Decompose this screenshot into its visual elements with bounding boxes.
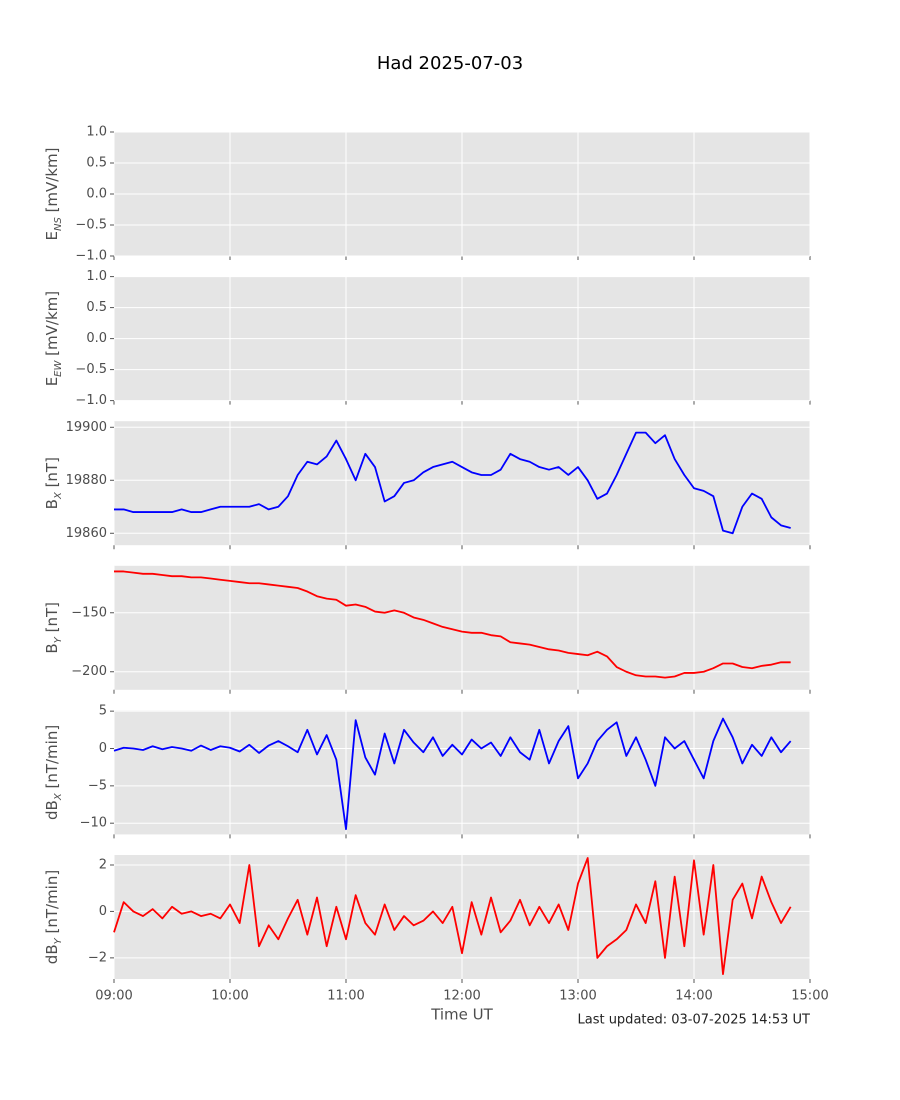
y-tick-label: 0 <box>99 741 107 756</box>
y-axis-label-part: NS <box>53 217 64 231</box>
y-axis-label-part: E <box>43 377 61 386</box>
y-axis-label-part: Y <box>53 937 64 944</box>
y-axis-label-part: [nT/min] <box>43 870 61 938</box>
y-axis-label-part: E <box>43 231 61 240</box>
x-tick-label: 14:00 <box>675 989 712 1004</box>
y-axis-label-part: X <box>53 792 64 801</box>
y-tick-label: 19860 <box>66 526 107 541</box>
y-axis-label-part: dB <box>43 800 61 820</box>
y-axis-label: BX [nT] <box>43 457 64 509</box>
y-tick-label: 0 <box>99 904 107 919</box>
y-axis-label-part: [nT] <box>43 457 61 492</box>
y-tick-label: −10 <box>80 816 107 831</box>
y-tick-label: 1.0 <box>86 125 107 140</box>
footnote: Last updated: 03-07-2025 14:53 UT <box>577 1013 810 1028</box>
y-tick-label: 0.5 <box>86 156 107 171</box>
y-axis-label-part: EW <box>53 360 64 377</box>
y-tick-label: −0.5 <box>75 362 107 377</box>
y-tick-label: 0.0 <box>86 331 107 346</box>
y-tick-label: 2 <box>99 857 107 872</box>
y-tick-label: 0.0 <box>86 187 107 202</box>
data-line <box>114 570 791 679</box>
y-axis-label: BY [nT] <box>43 602 64 654</box>
y-axis-label-part: [mV/km] <box>43 291 61 361</box>
y-axis-label-part: B <box>43 499 61 509</box>
y-axis-label-part: dB <box>43 944 61 964</box>
y-axis-label: dBX [nT/min] <box>43 725 64 820</box>
data-line <box>113 857 792 976</box>
y-tick-label: 19900 <box>66 420 107 435</box>
y-axis-label-part: [mV/km] <box>43 147 61 217</box>
x-tick-label: 13:00 <box>559 989 596 1004</box>
y-axis-label-part: X <box>53 491 64 500</box>
y-tick-label: 19880 <box>66 473 107 488</box>
x-tick-label: 15:00 <box>791 989 828 1004</box>
y-tick-label: −0.5 <box>75 218 107 233</box>
y-tick-label: 0.5 <box>86 300 107 315</box>
y-tick-label: −200 <box>71 664 107 679</box>
y-axis-label: ENS [mV/km] <box>43 147 64 240</box>
y-tick-label: −2 <box>88 950 107 965</box>
y-axis-label-part: B <box>43 643 61 653</box>
y-tick-label: 5 <box>99 704 107 719</box>
y-axis-label-part: [nT] <box>43 602 61 637</box>
x-tick-label: 11:00 <box>327 989 364 1004</box>
y-tick-label: 1.0 <box>86 269 107 284</box>
data-line <box>114 431 791 535</box>
y-axis-label: EEW [mV/km] <box>43 291 64 386</box>
y-axis-label-part: Y <box>53 636 64 643</box>
y-tick-label: −5 <box>88 778 107 793</box>
x-tick-label: 09:00 <box>95 989 132 1004</box>
y-tick-label: −1.0 <box>75 393 107 408</box>
data-line <box>113 717 792 831</box>
x-tick-label: 10:00 <box>211 989 248 1004</box>
y-tick-label: −1.0 <box>75 249 107 264</box>
figure-title: Had 2025-07-03 <box>377 53 523 74</box>
x-tick-label: 12:00 <box>443 989 480 1004</box>
y-axis-label: dBY [nT/min] <box>43 870 64 964</box>
y-axis-label-part: [nT/min] <box>43 725 61 793</box>
y-tick-label: −150 <box>71 605 107 620</box>
x-axis-label: Time UT <box>430 1006 493 1024</box>
